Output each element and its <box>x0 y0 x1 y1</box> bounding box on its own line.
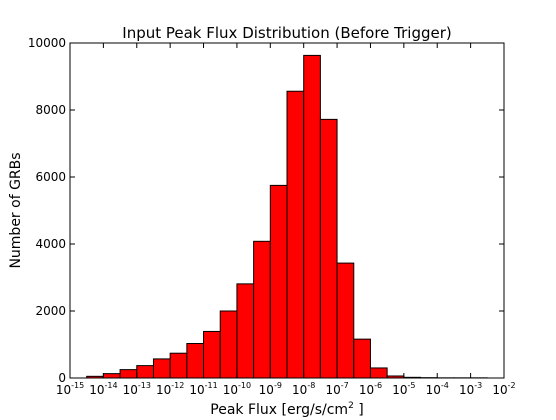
x-axis-label: Peak Flux [erg/s/cm2 ] <box>210 401 363 418</box>
x-tick-label: 10-9 <box>259 381 282 397</box>
x-tick-label: 10-3 <box>459 381 482 397</box>
x-tick-label: 10-7 <box>325 381 348 397</box>
y-tick-label: 6000 <box>35 170 66 184</box>
histogram-bar <box>319 118 338 379</box>
x-tick-label: 10-14 <box>89 381 117 397</box>
y-tick-label: 10000 <box>28 36 66 50</box>
histogram-bar <box>286 90 305 379</box>
x-tick-label: 10-10 <box>223 381 251 397</box>
plot-frame <box>69 42 505 379</box>
histogram-bar <box>353 338 371 379</box>
histogram-bar <box>303 54 321 379</box>
x-tick-label: 10-8 <box>292 381 315 397</box>
histogram-bar <box>236 283 255 379</box>
y-axis-label: Number of GRBs <box>8 152 24 268</box>
x-tick-label: 10-15 <box>56 381 84 397</box>
y-tick-label: 8000 <box>35 103 66 117</box>
histogram-bar <box>269 184 288 379</box>
x-tick-label: 10-4 <box>426 381 449 397</box>
histogram-bar <box>186 343 205 379</box>
bars-group <box>86 54 488 379</box>
histogram-bar <box>136 365 154 379</box>
y-tick-label: 0 <box>58 371 66 385</box>
histogram-bar <box>152 358 171 379</box>
y-tick-label: 2000 <box>35 304 66 318</box>
x-tick-label: 10-6 <box>359 381 382 397</box>
histogram-bar <box>336 262 355 379</box>
histogram-bar <box>169 352 188 379</box>
x-tick-label: 10-5 <box>392 381 415 397</box>
x-axis-ticks: 10-15 10-14 10-13 10-12 10-11 10-10 10-9 10-8 10… <box>56 43 516 397</box>
x-axis-label-superscript: 2 <box>348 401 354 411</box>
histogram-bar <box>369 367 388 379</box>
histogram-bar <box>119 369 138 379</box>
x-tick-label: 10-13 <box>123 381 151 397</box>
histogram-bar <box>219 310 238 379</box>
histogram-bar <box>253 240 271 379</box>
x-tick-label: 10-12 <box>156 381 184 397</box>
y-axis-ticks: 0 2000 4000 6000 8000 10000 <box>28 36 504 385</box>
histogram-bar <box>102 373 121 379</box>
y-tick-label: 4000 <box>35 237 66 251</box>
x-tick-label: 10-11 <box>189 381 217 397</box>
x-tick-label: 10-2 <box>492 381 515 397</box>
chart-title: Input Peak Flux Distribution (Before Tri… <box>122 24 451 42</box>
histogram-bar <box>203 330 221 379</box>
